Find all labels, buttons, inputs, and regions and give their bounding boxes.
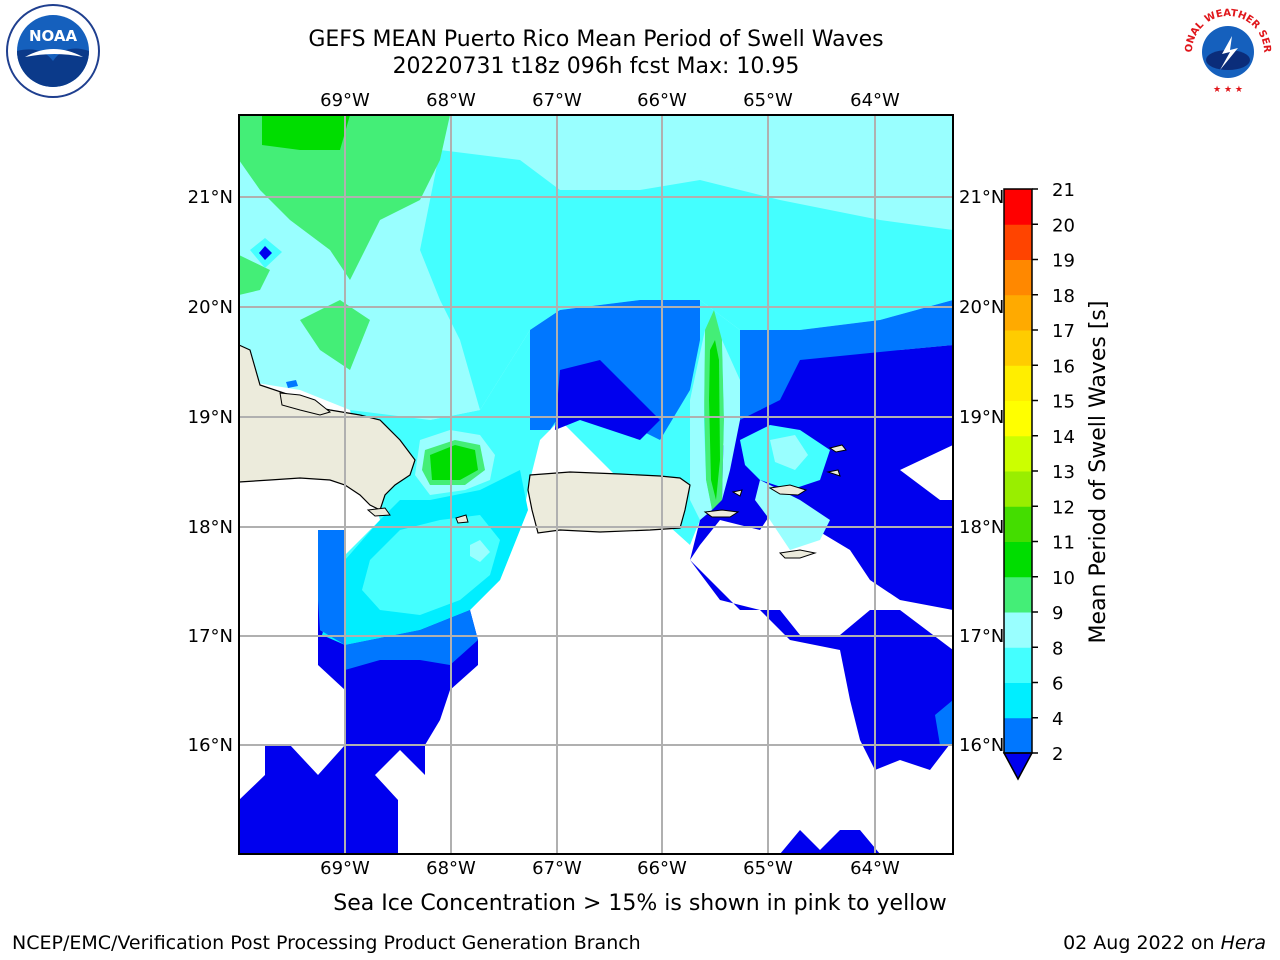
- graticule: [239, 115, 953, 854]
- lat-label: 21°N: [188, 187, 233, 208]
- lon-label: 69°W: [320, 90, 370, 111]
- colorbar-segment: [1004, 365, 1032, 401]
- lat-label: 18°N: [959, 517, 1004, 538]
- colorbar-segment: [1004, 717, 1032, 754]
- lat-label: 20°N: [188, 297, 233, 318]
- colorbar-tick-label: 15: [1052, 392, 1075, 413]
- colorbar-tick-label: 6: [1052, 674, 1063, 695]
- noaa-logo: NOAA: [6, 4, 100, 98]
- lat-label: 16°N: [188, 735, 233, 756]
- lon-label: 67°W: [532, 90, 582, 111]
- colorbar-tick-label: 8: [1052, 638, 1063, 659]
- colorbar-tick-label: 18: [1052, 286, 1075, 307]
- lon-label: 68°W: [426, 90, 476, 111]
- lat-label: 21°N: [959, 187, 1004, 208]
- machine-name: Hera: [1220, 932, 1266, 954]
- colorbar-tick-label: 19: [1052, 251, 1075, 272]
- lon-label: 67°W: [532, 858, 582, 879]
- lat-labels-left: 21°N 20°N 19°N 18°N 17°N 16°N: [188, 187, 233, 756]
- lon-label: 69°W: [320, 858, 370, 879]
- lat-label: 16°N: [959, 735, 1004, 756]
- lon-labels-bottom: 69°W 68°W 67°W 66°W 65°W 64°W: [320, 858, 900, 879]
- run-date: 02 Aug 2022 on: [1063, 932, 1221, 954]
- colorbar-segment: [1004, 471, 1032, 507]
- lat-label: 18°N: [188, 517, 233, 538]
- lat-label: 17°N: [188, 626, 233, 647]
- colorbar-segment: [1004, 224, 1032, 260]
- contour-fill: [239, 115, 953, 854]
- colorbar-tick-label: 9: [1052, 603, 1063, 624]
- lon-label: 64°W: [850, 90, 900, 111]
- colorbar-tick-label: 16: [1052, 356, 1075, 377]
- colorbar-tick-label: 14: [1052, 427, 1075, 448]
- lon-label: 64°W: [850, 858, 900, 879]
- colorbar-tick-label: 13: [1052, 462, 1075, 483]
- map-title: GEFS MEAN Puerto Rico Mean Period of Swe…: [308, 27, 884, 52]
- colorbar-tick-label: 10: [1052, 568, 1075, 589]
- colorbar-tick-label: 11: [1052, 533, 1075, 554]
- colorbar-segment: [1004, 435, 1032, 472]
- lon-label: 66°W: [637, 90, 687, 111]
- colorbar-segment: [1004, 541, 1032, 578]
- colorbar-segment: [1004, 682, 1032, 719]
- colorbar-label: Mean Period of Swell Waves [s]: [1086, 301, 1111, 644]
- colorbar-extend-arrow: [1002, 752, 1034, 781]
- colorbar-tick-label: 21: [1052, 180, 1075, 201]
- colorbar-segment: [1004, 612, 1032, 648]
- lat-labels-right: 21°N 20°N 19°N 18°N 17°N 16°N: [959, 187, 1004, 756]
- colorbar-tick-label: 2: [1052, 744, 1063, 765]
- colorbar: 2 4 6 8 9 10 11 12 13 14 15 16 17 18 19 20 21: [1002, 180, 1075, 781]
- colorbar-segment: [1004, 506, 1032, 542]
- nws-logo: NATIONAL WEATHER SERVICE ★ ★ ★: [1178, 0, 1275, 97]
- colorbar-segment: [1004, 294, 1032, 331]
- colorbar-segment: [1004, 647, 1032, 683]
- colorbar-tick-label: 4: [1052, 709, 1063, 730]
- colorbar-segment: [1004, 400, 1032, 437]
- colorbar-segment: [1004, 189, 1032, 225]
- lon-label: 66°W: [637, 858, 687, 879]
- lat-label: 19°N: [959, 407, 1004, 428]
- map-subtitle: 20220731 t18z 096h fcst Max: 10.95: [392, 54, 800, 79]
- lon-label: 65°W: [743, 858, 793, 879]
- noaa-logo-text: NOAA: [29, 27, 78, 45]
- date-line: 02 Aug 2022 on Hera: [1063, 932, 1266, 954]
- map-frame: [238, 114, 954, 855]
- nws-stars-icon: ★ ★ ★: [1213, 85, 1243, 95]
- lat-label: 19°N: [188, 407, 233, 428]
- lat-label: 17°N: [959, 626, 1004, 647]
- sea-ice-note: Sea Ice Concentration > 15% is shown in …: [333, 891, 947, 916]
- colorbar-tick-label: 20: [1052, 215, 1075, 236]
- lat-label: 20°N: [959, 297, 1004, 318]
- credit-line: NCEP/EMC/Verification Post Processing Pr…: [12, 932, 641, 954]
- lon-labels-top: 69°W 68°W 67°W 66°W 65°W 64°W: [320, 90, 900, 111]
- colorbar-segment: [1004, 576, 1032, 613]
- lon-label: 68°W: [426, 858, 476, 879]
- colorbar-segment: [1004, 259, 1032, 296]
- lon-label: 65°W: [743, 90, 793, 111]
- colorbar-tick-label: 12: [1052, 497, 1075, 518]
- colorbar-tick-label: 17: [1052, 321, 1075, 342]
- colorbar-segment: [1004, 330, 1032, 366]
